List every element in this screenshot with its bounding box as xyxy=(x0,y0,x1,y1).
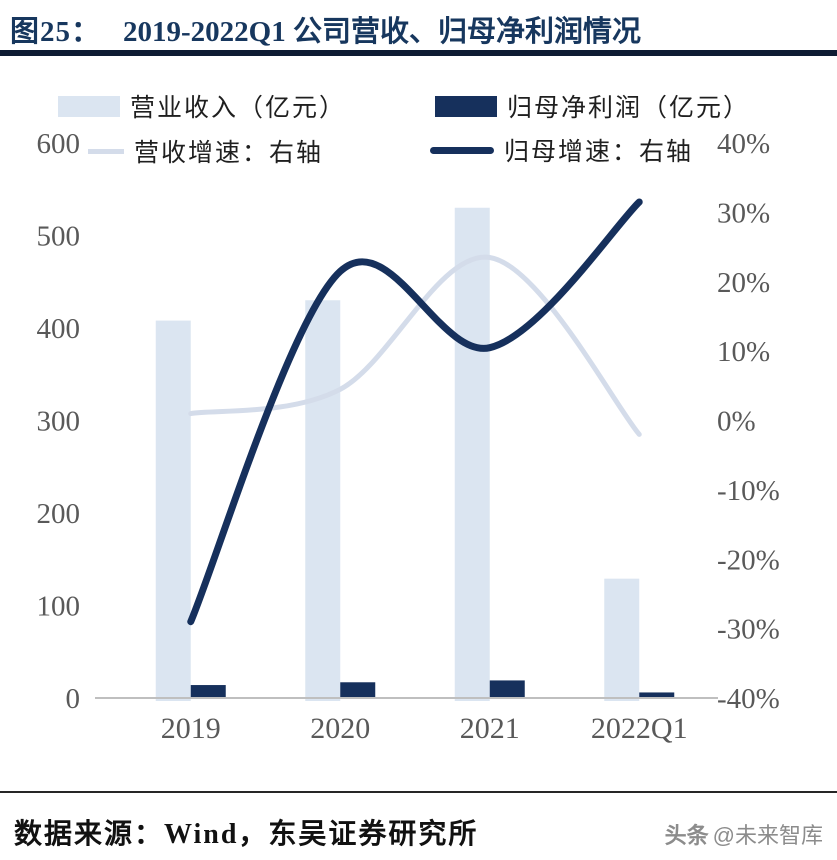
legend-label-net-profit: 归母净利润（亿元） xyxy=(507,95,751,122)
data-source: 数据来源：Wind，东吴证券研究所 xyxy=(14,819,479,850)
category-label: 2020 xyxy=(310,712,370,745)
left-axis-tick: 500 xyxy=(37,221,81,253)
revenue-bar-2022Q1 xyxy=(604,578,640,701)
title-divider xyxy=(0,50,837,56)
figure-number: 图25： xyxy=(10,16,102,48)
revenue-bar-2020 xyxy=(305,300,341,701)
left-axis-tick: 400 xyxy=(37,313,81,345)
legend-label-revenue: 营业收入（亿元） xyxy=(130,95,347,122)
category-label: 2019 xyxy=(161,712,221,745)
legend-item-net-profit: 归母净利润（亿元） xyxy=(435,88,750,124)
legend-label-profit-growth: 归母增速：右轴 xyxy=(504,139,694,166)
right-axis-tick: 20% xyxy=(717,267,770,299)
category-label: 2022Q1 xyxy=(591,712,688,745)
combo-chart: 600 500 400 300 200 100 0 40% 30% 20% 10% 0% -10% -20… xyxy=(37,128,780,745)
right-axis-tick: 10% xyxy=(717,336,770,368)
right-axis-tick: 0% xyxy=(717,406,756,438)
net-profit-bar-swatch xyxy=(435,95,497,117)
revenue-growth-line-swatch xyxy=(88,148,124,154)
watermark-handle: @未来智库 xyxy=(712,823,823,848)
revenue-bar-swatch xyxy=(58,95,120,117)
right-axis-tick: -10% xyxy=(717,475,780,507)
legend-item-revenue: 营业收入（亿元） xyxy=(58,88,346,124)
category-label: 2021 xyxy=(460,712,520,745)
watermark: 头条 @未来智库 xyxy=(665,818,823,850)
left-axis-tick: 600 xyxy=(37,128,81,160)
net_profit-bar-2019 xyxy=(190,685,226,698)
figure-title: 图25： 2019-2022Q1 公司营收、归母净利润情况 xyxy=(10,8,830,50)
profit-growth-line-swatch xyxy=(430,146,494,154)
profit_growth-line xyxy=(187,198,643,626)
left-axis-tick: 100 xyxy=(37,591,81,623)
legend-item-profit-growth: 归母增速：右轴 xyxy=(430,132,693,168)
right-axis-tick: 30% xyxy=(717,197,770,229)
left-axis-tick: 200 xyxy=(37,498,81,530)
revenue-bar-2019 xyxy=(155,320,191,701)
figure-title-text: 2019-2022Q1 公司营收、归母净利润情况 xyxy=(123,16,641,48)
chart-area: 600 500 400 300 200 100 0 40% 30% 20% 10% 0% -10% -20… xyxy=(0,56,837,786)
left-axis-tick: 0 xyxy=(66,683,81,715)
right-axis-tick: -30% xyxy=(717,614,780,646)
right-axis-tick: 40% xyxy=(717,128,770,160)
footer-divider xyxy=(0,791,837,793)
legend-label-revenue-growth: 营收增速：右轴 xyxy=(134,140,324,167)
right-axis-tick: -40% xyxy=(717,683,780,715)
revenue-bar-2021 xyxy=(454,207,490,701)
left-axis-tick: 300 xyxy=(37,406,81,438)
legend-item-revenue-growth: 营收增速：右轴 xyxy=(88,133,323,169)
right-axis-tick: -20% xyxy=(717,544,780,576)
net_profit-bar-2021 xyxy=(489,680,525,698)
net_profit-bar-2020 xyxy=(340,682,376,698)
toutiao-logo: 头条 xyxy=(664,823,709,848)
net_profit-bar-2022Q1 xyxy=(639,692,675,698)
